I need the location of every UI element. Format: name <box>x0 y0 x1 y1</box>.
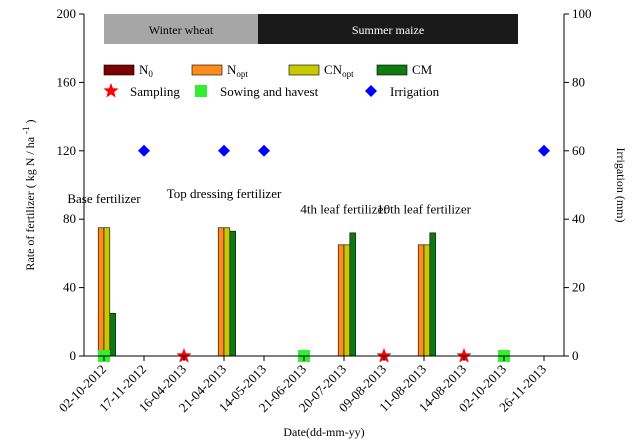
y2-axis-title: Irrigation (mm) <box>614 148 628 223</box>
y2-tick-label-3: 60 <box>572 143 585 158</box>
legend-marker-1 <box>195 85 207 97</box>
y2-tick-label-1: 20 <box>572 280 585 295</box>
annotation-2: 4th leaf fertilizer <box>300 201 388 216</box>
marker-0-1 <box>376 348 392 363</box>
marker-2-3 <box>538 144 550 157</box>
annotation-0: Base fertilizer <box>67 191 141 206</box>
bar-2-0 <box>103 227 111 357</box>
season-band-1 <box>258 14 518 44</box>
legend-label-3: CM <box>412 62 433 77</box>
bar-3-0 <box>109 312 116 357</box>
marker-2-2 <box>258 144 270 157</box>
legend-swatch-2 <box>288 64 320 76</box>
x-axis-title: Date(dd-mm-yy) <box>283 425 364 439</box>
season-band-label-0: Winter wheat <box>149 23 214 37</box>
bar-2-8 <box>423 244 431 357</box>
markers <box>98 144 550 363</box>
bar-1-3 <box>217 227 225 357</box>
y-tick-label-2: 80 <box>63 211 76 226</box>
bar-1-8 <box>417 244 425 357</box>
y-tick-label-5: 200 <box>57 6 77 21</box>
marker-2-1 <box>218 144 230 157</box>
legend-marker-label-0: Sampling <box>130 84 180 99</box>
marker-2-0 <box>138 144 150 157</box>
season-band-label-1: Summer maize <box>352 23 424 37</box>
legend-marker-label-1: Sowing and havest <box>220 84 319 99</box>
y2-tick-label-2: 40 <box>572 211 585 226</box>
annotation-3: 10th leaf fertilizer <box>377 201 472 216</box>
legend-swatch-0 <box>103 64 135 76</box>
legend-label-2: CNopt <box>324 62 354 79</box>
legend-swatch-1 <box>191 64 223 76</box>
y-axis-title: Rate of fertilizer ( kg N / ha -1 ) <box>21 119 37 270</box>
bar-1-6 <box>337 244 345 357</box>
season-band-0 <box>104 14 258 44</box>
bar-3-3 <box>229 230 236 357</box>
y2-tick-label-0: 0 <box>572 348 579 363</box>
legend-marker-0 <box>103 83 119 98</box>
legend-marker-label-2: Irrigation <box>390 84 440 99</box>
bar-3-6 <box>349 232 356 357</box>
y2-tick-label-4: 80 <box>572 74 585 89</box>
bar-2-6 <box>343 244 351 357</box>
marker-0-0 <box>176 348 192 363</box>
annotation-1: Top dressing fertilizer <box>167 186 282 201</box>
y-tick-label-1: 40 <box>63 280 76 295</box>
annotations: Base fertilizer Top dressing fertilizer 4t… <box>67 186 471 216</box>
legend-marker-2 <box>365 85 377 97</box>
legend-swatch-3 <box>376 64 408 76</box>
y2-tick-label-5: 100 <box>572 6 592 21</box>
y-tick-label-4: 160 <box>57 74 77 89</box>
bar-1-0 <box>97 227 105 357</box>
season-bands: Winter wheat Summer maize <box>104 14 518 44</box>
bar-series <box>97 227 436 357</box>
y-tick-label-3: 120 <box>57 143 77 158</box>
legend-label-0: N0 <box>139 62 153 79</box>
y-tick-label-0: 0 <box>70 348 77 363</box>
bar-2-3 <box>223 227 231 357</box>
bar-3-8 <box>429 232 436 357</box>
legend-label-1: Nopt <box>227 62 248 79</box>
marker-0-2 <box>456 348 472 363</box>
legend: N0 Nopt CNopt CM Sampling Sowing and havest Ir… <box>103 62 440 99</box>
